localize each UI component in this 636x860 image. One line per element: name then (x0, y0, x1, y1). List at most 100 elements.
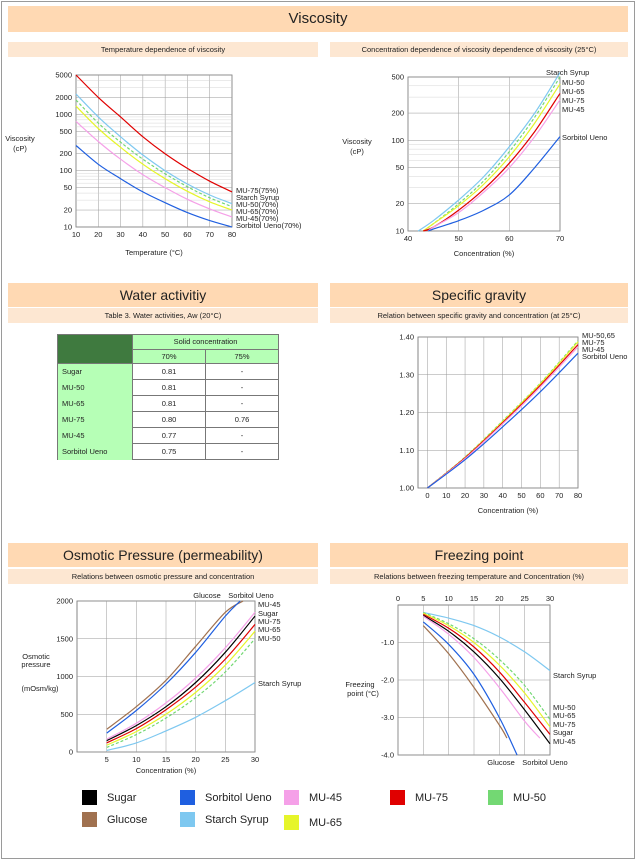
y-tick-label: 200 (391, 109, 404, 118)
table-corner-cell (57, 334, 133, 364)
series-line-starch-syrup (417, 72, 561, 232)
y-tick-label: 1000 (55, 110, 72, 119)
x-tick-label: 5 (105, 755, 109, 764)
series-label: Sorbitol Ueno (228, 591, 273, 600)
x-tick-label: 30 (251, 755, 259, 764)
series-line-glucose (106, 600, 244, 730)
legend-label: MU-65 (309, 816, 343, 829)
x-tick-label: 10 (72, 230, 80, 239)
value-75-cell: - (205, 427, 279, 444)
y-tick-label: -3.0 (381, 713, 394, 722)
legend-item-mu50: MU-50 (488, 790, 546, 805)
series-label: MU-65 (553, 711, 576, 720)
legend-item-glucose: Glucose (82, 812, 147, 827)
legend-item-sugar: Sugar (82, 790, 136, 805)
x-tick-label: 25 (520, 594, 528, 603)
x-tick-label: 50 (454, 234, 462, 243)
series-line-mu-65 (106, 630, 256, 746)
row-name-cell: MU-65 (57, 395, 133, 412)
legend-label: MU-50 (513, 791, 547, 804)
series-label: MU-65 (562, 87, 585, 96)
table-header-group: Solid concentration (132, 334, 279, 350)
legend-label: MU-45 (309, 791, 343, 804)
x-tick-label: 60 (183, 230, 191, 239)
series-label: MU-45 (258, 600, 281, 609)
legend-item-mu45: MU-45 (284, 790, 342, 805)
series-line-sorbitol-ueno (427, 352, 579, 489)
chart-osmotic-pressure: 5 10 15 20 25 30 0 500 1000 1500 2000 Osmoticpressu… (21, 591, 301, 775)
water-activity-subtitle: Table 3. Water activities, Aw (20°C) (8, 308, 318, 323)
grid (407, 76, 561, 232)
legend-label: MU-75 (415, 791, 449, 804)
chart-viscosity-temperature: 10 20 30 40 50 60 70 80 10 20 50 100 200 500 1000 2000 5… (5, 71, 302, 258)
series-line-mu-65 (422, 83, 561, 232)
series-label: Sorbitol Ueno (522, 758, 567, 767)
series-label: MU-75(75%) (236, 186, 279, 195)
series-line-sorbitol-ueno (422, 621, 518, 756)
series-line-mu-45-70 (75, 120, 233, 218)
y-axis-unit: (cP) (350, 147, 364, 156)
legend-label: Glucose (107, 813, 148, 826)
series-label: MU-75 (553, 720, 576, 729)
row-name-cell: MU-50 (57, 379, 133, 396)
value-70-cell: 0.77 (132, 427, 206, 444)
value-70-cell: 0.81 (132, 363, 206, 380)
y-tick-label: -4.0 (381, 751, 394, 760)
legend-label: Sugar (107, 791, 137, 804)
series-line-mu-45 (106, 611, 256, 740)
series-label: MU-45(70%) (236, 214, 279, 223)
series-label: MU-65(70%) (236, 207, 279, 216)
freezing-point-subtitle: Relations between freezing temperature a… (330, 569, 628, 584)
series-label: MU-50 (562, 78, 585, 87)
series-line-sorbitol-ueno (106, 600, 241, 734)
x-tick-label: 40 (139, 230, 147, 239)
x-tick-label: 0 (396, 594, 400, 603)
series-line-mu-65 (423, 612, 551, 728)
series-line-mu-45 (427, 99, 561, 232)
series-label: Starch Syrup (553, 671, 596, 680)
specific-gravity-subtitle: Relation between specific gravity and co… (330, 308, 628, 323)
plot-frame (407, 76, 561, 232)
legend-item-mu75: MU-75 (390, 790, 448, 805)
y-tick-label: 2000 (56, 597, 73, 606)
y-tick-label: -1.0 (381, 638, 394, 647)
series-label: MU-45 (562, 105, 585, 114)
series-label: Sugar (553, 728, 574, 737)
y-axis-unit: point (°C) (347, 689, 379, 698)
legend-label: Sorbitol Ueno (205, 791, 272, 804)
series-label: MU-45 (582, 345, 605, 354)
y-axis-unit: (cP) (13, 144, 27, 153)
y-tick-label: 500 (59, 127, 72, 136)
x-tick-label: 30 (116, 230, 124, 239)
grid (397, 604, 551, 756)
y-tick-label: 100 (391, 136, 404, 145)
x-tick-label: 10 (132, 755, 140, 764)
chart-viscosity-concentration: 40 50 60 70 10 20 50 100 200 500 Viscosity(cP) Conc… (342, 68, 607, 258)
x-tick-label: 50 (161, 230, 169, 239)
legend-item-mu65: MU-65 (284, 815, 342, 830)
page-title: Viscosity (8, 6, 628, 32)
y-axis-label: Viscosity (5, 134, 35, 143)
value-70-cell: 0.80 (132, 411, 206, 428)
value-75-cell: - (205, 363, 279, 380)
x-tick-label: 80 (228, 230, 236, 239)
series-line-sorbitol-ueno-70 (75, 145, 233, 228)
x-axis-label: Concentration (%) (454, 249, 515, 258)
y-tick-label: 1.10 (399, 446, 414, 455)
series-line-sorbitol-ueno (428, 136, 561, 232)
value-70-cell: 0.81 (132, 379, 206, 396)
series-line-starch-syrup (106, 681, 256, 752)
y-tick-label: 500 (60, 710, 73, 719)
x-tick-label: 20 (191, 755, 199, 764)
grid (76, 600, 256, 753)
y-tick-label: 0 (69, 748, 73, 757)
row-name-cell: MU-75 (57, 411, 133, 428)
x-tick-label: 20 (94, 230, 102, 239)
series-label: MU-45 (553, 737, 576, 746)
y-axis-unit: (mOsm/kg) (21, 684, 59, 693)
y-tick-label: 20 (64, 206, 72, 215)
series-label: MU-50(70%) (236, 200, 279, 209)
y-tick-label: 500 (391, 73, 404, 82)
series-line-mu-50 (422, 76, 561, 232)
